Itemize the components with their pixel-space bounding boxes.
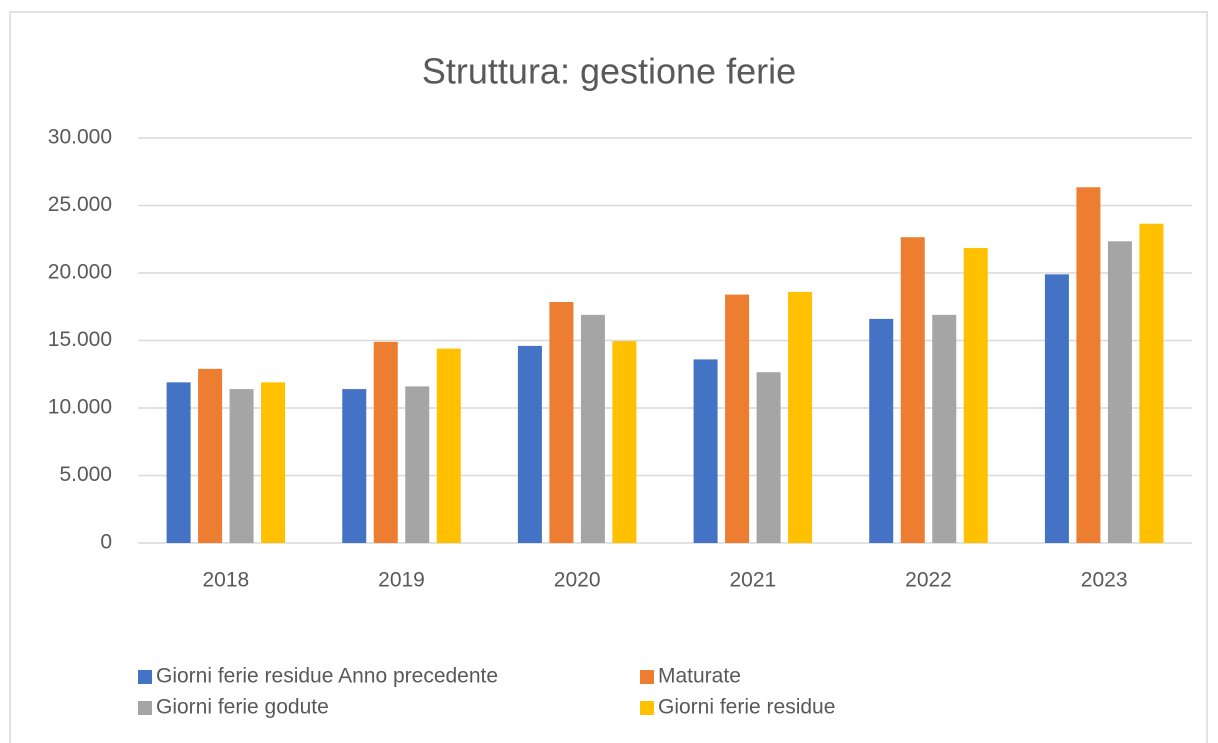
bar — [261, 382, 286, 543]
bar — [900, 237, 925, 543]
x-tick-label: 2022 — [905, 569, 952, 592]
y-tick-label: 5.000 — [59, 463, 112, 486]
bar — [1044, 274, 1069, 543]
x-tick-label: 2019 — [378, 569, 425, 592]
bar — [549, 302, 574, 543]
bar — [405, 386, 430, 543]
legend-swatch — [640, 670, 654, 684]
bar — [198, 368, 223, 543]
legend-label: Giorni ferie godute — [156, 696, 329, 719]
y-tick-label: 20.000 — [48, 261, 112, 284]
y-tick-label: 15.000 — [48, 328, 112, 351]
y-tick-label: 10.000 — [48, 396, 112, 419]
x-tick-label: 2020 — [554, 569, 601, 592]
y-tick-label: 0 — [100, 531, 112, 554]
bar — [963, 248, 988, 543]
legend-label: Maturate — [658, 665, 741, 688]
bar — [1139, 223, 1164, 543]
y-tick-label: 25.000 — [48, 193, 112, 216]
legend-swatch — [640, 701, 654, 715]
x-tick-label: 2018 — [202, 569, 249, 592]
bar — [725, 294, 750, 543]
bar — [580, 314, 605, 543]
bar — [932, 314, 957, 543]
bar — [166, 382, 191, 543]
bar — [612, 341, 637, 543]
bar — [436, 348, 461, 543]
legend-swatch — [138, 701, 152, 715]
bar — [788, 291, 813, 543]
bar — [1107, 241, 1132, 543]
chart-border — [9, 11, 1208, 743]
bar — [756, 372, 781, 543]
bar — [517, 345, 542, 543]
bar — [693, 359, 718, 543]
y-tick-label: 30.000 — [48, 126, 112, 149]
x-tick-label: 2021 — [729, 569, 776, 592]
legend-label: Giorni ferie residue Anno precedente — [156, 665, 498, 688]
bar — [342, 389, 367, 543]
bar — [373, 341, 398, 543]
chart-title: Struttura: gestione ferie — [422, 51, 796, 92]
bar — [1076, 187, 1101, 543]
bar — [869, 318, 894, 543]
bar — [229, 389, 254, 543]
legend-label: Giorni ferie residue — [658, 696, 835, 719]
legend-swatch — [138, 670, 152, 684]
x-tick-label: 2023 — [1081, 569, 1128, 592]
